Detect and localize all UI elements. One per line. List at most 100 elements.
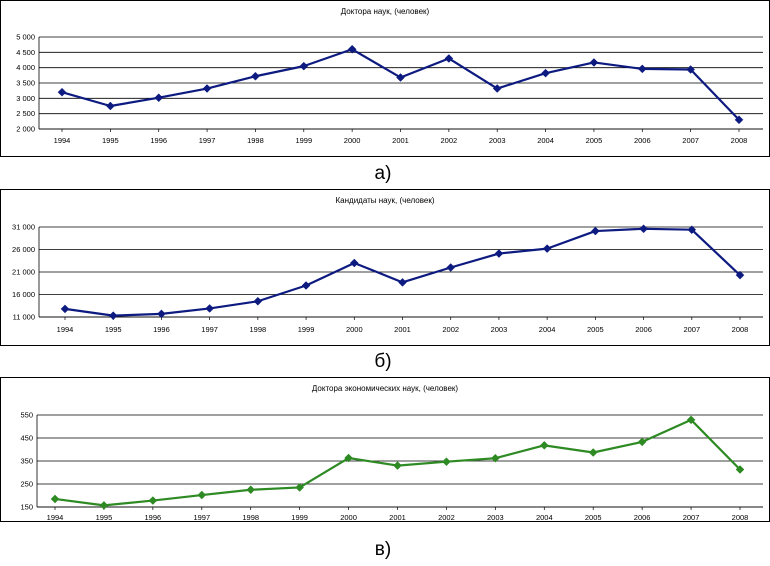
chart-label-c: в) <box>374 539 392 560</box>
y-tick-label: 2 000 <box>16 125 35 134</box>
data-point <box>205 304 214 313</box>
data-point <box>148 496 158 505</box>
x-tick-label: 2002 <box>438 513 455 522</box>
x-tick-label: 2006 <box>634 513 651 522</box>
x-tick-label: 1996 <box>145 513 162 522</box>
chart-candidates: 31 000 26 000 21 000 16 000 11 000 1994 1995 19… <box>12 223 763 334</box>
data-point <box>542 244 552 253</box>
x-tick-label: 1994 <box>54 136 71 145</box>
data-point <box>202 84 212 93</box>
chart-label-a: а) <box>374 163 392 184</box>
chart-title: Доктора экономических наук, (человек) <box>311 384 459 393</box>
data-point <box>344 453 353 463</box>
x-tick-label: 2008 <box>732 513 749 522</box>
x-tick-label: 1996 <box>150 136 167 145</box>
data-point <box>393 461 402 470</box>
y-tick-label: 16 000 <box>12 290 35 299</box>
data-point <box>442 457 451 467</box>
x-tick-label: 2003 <box>487 513 504 522</box>
data-point <box>491 453 500 463</box>
x-tick-label: 2008 <box>732 325 749 334</box>
x-tick-label: 1997 <box>199 136 216 145</box>
y-tick-label: 450 <box>20 434 33 443</box>
data-point <box>686 415 696 425</box>
x-tick-label: 2001 <box>394 325 411 334</box>
chart-panel-candidates: Кандидаты наук, (человек) 31 000 26 000 21… <box>0 189 770 346</box>
y-tick-label: 26 000 <box>12 245 35 254</box>
data-point <box>246 485 256 495</box>
data-point <box>106 101 115 111</box>
data-point <box>734 115 744 125</box>
y-tick-label: 4 500 <box>16 48 35 57</box>
x-tick-label: 2004 <box>539 325 556 334</box>
y-tick-label: 4 000 <box>16 63 35 72</box>
x-tick-label: 1994 <box>57 325 74 334</box>
chart-econ-doctors: 550 450 350 250 150 1994 1995 1996 1997 1998 1999 2… <box>20 411 763 522</box>
data-point <box>154 93 164 103</box>
data-point <box>157 309 166 319</box>
data-point <box>197 490 207 500</box>
x-tick-label: 2001 <box>392 136 409 145</box>
data-point <box>541 68 550 78</box>
x-tick-label: 2005 <box>587 325 604 334</box>
data-point <box>398 277 407 287</box>
data-point <box>735 270 745 280</box>
y-tick-label: 550 <box>20 411 33 420</box>
x-tick-label: 2002 <box>441 136 458 145</box>
x-tick-label: 2001 <box>389 513 406 522</box>
y-tick-label: 150 <box>20 503 33 512</box>
x-tick-label: 2000 <box>346 325 363 334</box>
data-point <box>735 465 745 474</box>
data-point <box>396 73 405 82</box>
series-line <box>61 48 740 121</box>
y-tick-label: 5 000 <box>16 33 35 42</box>
x-tick-label: 1999 <box>298 325 315 334</box>
x-tick-label: 1996 <box>153 325 170 334</box>
x-tick-label: 2004 <box>537 136 554 145</box>
x-tick-label: 1995 <box>102 136 119 145</box>
y-tick-label: 350 <box>20 457 33 466</box>
x-tick-label: 2007 <box>683 513 700 522</box>
x-tick-label: 2007 <box>682 136 699 145</box>
data-point <box>637 64 647 74</box>
data-point <box>589 58 599 67</box>
data-point <box>347 44 357 54</box>
y-tick-label: 11 000 <box>13 313 35 322</box>
x-tick-label: 2006 <box>634 136 651 145</box>
data-point <box>687 225 697 235</box>
y-tick-label: 3 500 <box>16 79 35 88</box>
data-point <box>108 311 118 321</box>
x-tick-label: 2004 <box>536 513 553 522</box>
data-point <box>60 304 70 314</box>
data-point <box>591 226 600 236</box>
data-point <box>295 483 304 492</box>
y-tick-label: 250 <box>20 480 33 489</box>
data-point <box>444 54 454 63</box>
x-tick-label: 2000 <box>340 513 357 522</box>
data-point <box>588 448 598 457</box>
data-point <box>686 65 695 74</box>
x-tick-label: 2005 <box>585 513 602 522</box>
x-tick-label: 1994 <box>47 513 64 522</box>
data-point <box>251 71 260 81</box>
chart-doctors: 5 000 4 500 4 000 3 500 3 000 2 500 2 000 1994 1… <box>16 33 763 145</box>
x-tick-label: 2003 <box>491 325 508 334</box>
data-point <box>301 281 311 290</box>
data-point <box>446 263 456 272</box>
data-point <box>637 437 647 447</box>
x-tick-label: 2006 <box>635 325 652 334</box>
chart-title: Доктора наук, (человек) <box>340 7 430 16</box>
x-tick-label: 2003 <box>489 136 506 145</box>
y-tick-label: 21 000 <box>12 268 35 277</box>
x-tick-label: 1997 <box>201 325 218 334</box>
x-tick-label: 1998 <box>247 136 264 145</box>
chart-panel-econ-doctors: Доктора экономических наук, (человек) 55… <box>0 377 770 522</box>
x-tick-label: 1995 <box>105 325 122 334</box>
x-tick-label: 2008 <box>731 136 748 145</box>
data-point <box>494 249 504 258</box>
x-tick-label: 1999 <box>295 136 312 145</box>
chart-label-b: б) <box>374 351 392 372</box>
data-point <box>99 501 109 510</box>
data-point <box>253 296 263 306</box>
x-tick-label: 1995 <box>96 513 113 522</box>
